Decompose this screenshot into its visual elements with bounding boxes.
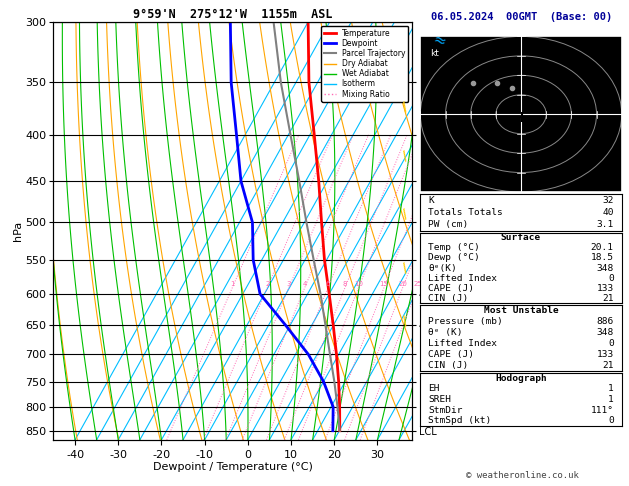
Text: 0: 0 <box>608 274 614 282</box>
Text: Temp (°C): Temp (°C) <box>428 243 480 252</box>
Text: 886: 886 <box>596 317 614 326</box>
Text: Most Unstable: Most Unstable <box>484 306 559 315</box>
Text: Lifted Index: Lifted Index <box>428 339 498 348</box>
Title: 9°59'N  275°12'W  1155m  ASL: 9°59'N 275°12'W 1155m ASL <box>133 8 333 21</box>
Text: /: / <box>398 260 411 275</box>
Text: 3.1: 3.1 <box>596 220 614 229</box>
Text: 2: 2 <box>265 281 270 287</box>
Text: SREH: SREH <box>428 395 452 404</box>
Text: Hodograph: Hodograph <box>495 374 547 382</box>
Text: /: / <box>398 100 411 114</box>
Text: 8: 8 <box>343 281 347 287</box>
Text: 348: 348 <box>596 263 614 273</box>
Text: 10: 10 <box>354 281 363 287</box>
Text: 3: 3 <box>287 281 291 287</box>
Text: 1: 1 <box>608 384 614 393</box>
Text: θᵉ (K): θᵉ (K) <box>428 328 463 337</box>
Text: 18.5: 18.5 <box>591 254 614 262</box>
Text: 133: 133 <box>596 350 614 359</box>
Text: CIN (J): CIN (J) <box>428 294 469 303</box>
Text: EH: EH <box>428 384 440 393</box>
Text: Lifted Index: Lifted Index <box>428 274 498 282</box>
X-axis label: Dewpoint / Temperature (°C): Dewpoint / Temperature (°C) <box>153 462 313 472</box>
Text: 1: 1 <box>608 395 614 404</box>
Text: 133: 133 <box>596 284 614 293</box>
Text: 21: 21 <box>602 361 614 370</box>
Text: 1: 1 <box>230 281 235 287</box>
Text: 20: 20 <box>398 281 407 287</box>
Y-axis label: hPa: hPa <box>13 221 23 241</box>
Text: CAPE (J): CAPE (J) <box>428 350 474 359</box>
Text: K: K <box>428 196 434 205</box>
Y-axis label: km
ASL: km ASL <box>441 209 459 231</box>
Text: © weatheronline.co.uk: © weatheronline.co.uk <box>465 471 579 480</box>
Text: 6: 6 <box>326 281 330 287</box>
Text: 4: 4 <box>303 281 307 287</box>
Text: ≈: ≈ <box>431 32 448 50</box>
Text: θᵉ(K): θᵉ(K) <box>428 263 457 273</box>
Text: CIN (J): CIN (J) <box>428 361 469 370</box>
Text: 15: 15 <box>380 281 389 287</box>
Text: 06.05.2024  00GMT  (Base: 00): 06.05.2024 00GMT (Base: 00) <box>431 12 613 22</box>
Text: Totals Totals: Totals Totals <box>428 208 503 217</box>
Text: Pressure (mb): Pressure (mb) <box>428 317 503 326</box>
Text: Dewp (°C): Dewp (°C) <box>428 254 480 262</box>
Text: 32: 32 <box>602 196 614 205</box>
Text: 20.1: 20.1 <box>591 243 614 252</box>
Text: /: / <box>398 313 411 328</box>
Text: StmDir: StmDir <box>428 406 463 415</box>
Text: kt: kt <box>430 49 438 58</box>
Text: 40: 40 <box>602 208 614 217</box>
Text: 348: 348 <box>596 328 614 337</box>
Text: 111°: 111° <box>591 406 614 415</box>
Text: 0: 0 <box>608 339 614 348</box>
Text: /: / <box>398 207 411 221</box>
Text: 0: 0 <box>608 417 614 425</box>
Text: 21: 21 <box>602 294 614 303</box>
Text: Surface: Surface <box>501 233 541 243</box>
Text: CAPE (J): CAPE (J) <box>428 284 474 293</box>
Text: 25: 25 <box>413 281 422 287</box>
Text: /: / <box>398 148 411 163</box>
Text: PW (cm): PW (cm) <box>428 220 469 229</box>
Text: StmSpd (kt): StmSpd (kt) <box>428 417 492 425</box>
Legend: Temperature, Dewpoint, Parcel Trajectory, Dry Adiabat, Wet Adiabat, Isotherm, Mi: Temperature, Dewpoint, Parcel Trajectory… <box>321 26 408 102</box>
